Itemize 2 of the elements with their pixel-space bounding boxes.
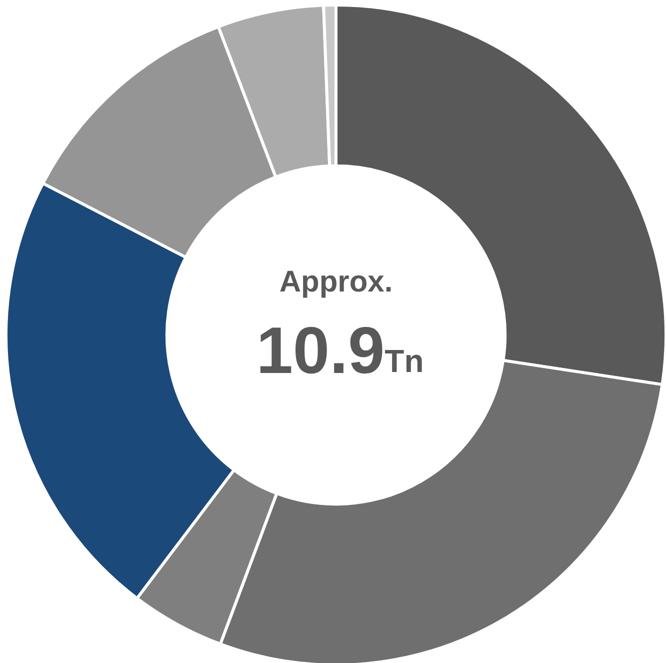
text: Approx. — [279, 266, 393, 298]
text: 10.9Tn — [256, 313, 424, 387]
